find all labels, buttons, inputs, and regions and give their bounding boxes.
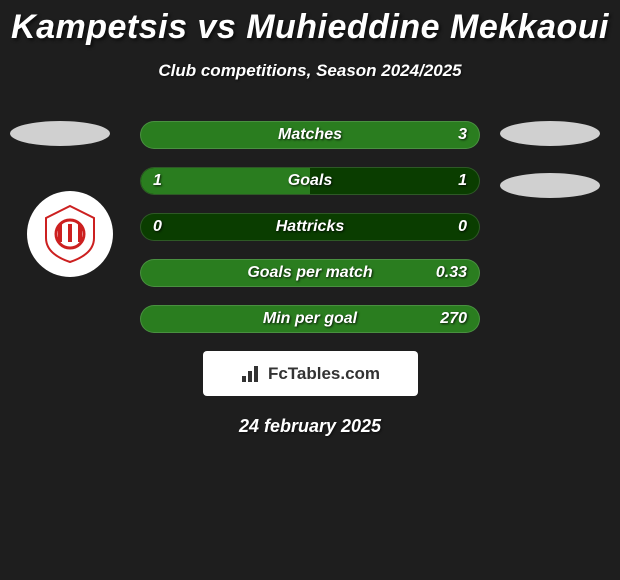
stat-label: Min per goal <box>263 310 357 328</box>
stat-right-value: 0.33 <box>436 264 467 282</box>
branding-text: FcTables.com <box>268 364 380 384</box>
content-area: Matches 3 1 Goals 1 0 Hattricks 0 Goals … <box>0 121 620 437</box>
stat-right-value: 270 <box>440 310 467 328</box>
stat-left-value: 0 <box>153 218 162 236</box>
page-title: Kampetsis vs Muhieddine Mekkaoui <box>0 0 620 47</box>
player2-logo-placeholder-1 <box>500 121 600 146</box>
stat-row-goals-per-match: Goals per match 0.33 <box>140 259 480 287</box>
stat-label: Goals <box>288 172 332 190</box>
club-badge <box>27 191 113 277</box>
stat-label: Hattricks <box>276 218 344 236</box>
stat-row-goals: 1 Goals 1 <box>140 167 480 195</box>
stat-row-min-per-goal: Min per goal 270 <box>140 305 480 333</box>
stat-right-value: 1 <box>458 172 467 190</box>
branding-badge: FcTables.com <box>203 351 418 396</box>
club-badge-icon <box>40 204 100 264</box>
stat-label: Goals per match <box>247 264 372 282</box>
bars-icon <box>240 364 262 384</box>
stat-label: Matches <box>278 126 342 144</box>
date-text: 24 february 2025 <box>0 416 620 437</box>
stat-right-value: 0 <box>458 218 467 236</box>
stat-row-hattricks: 0 Hattricks 0 <box>140 213 480 241</box>
stats-container: Matches 3 1 Goals 1 0 Hattricks 0 Goals … <box>140 121 480 333</box>
stat-left-value: 1 <box>153 172 162 190</box>
page-subtitle: Club competitions, Season 2024/2025 <box>0 61 620 81</box>
player2-logo-placeholder-2 <box>500 173 600 198</box>
stat-row-matches: Matches 3 <box>140 121 480 149</box>
player1-logo-placeholder <box>10 121 110 146</box>
stat-fill <box>141 168 310 194</box>
stat-right-value: 3 <box>458 126 467 144</box>
